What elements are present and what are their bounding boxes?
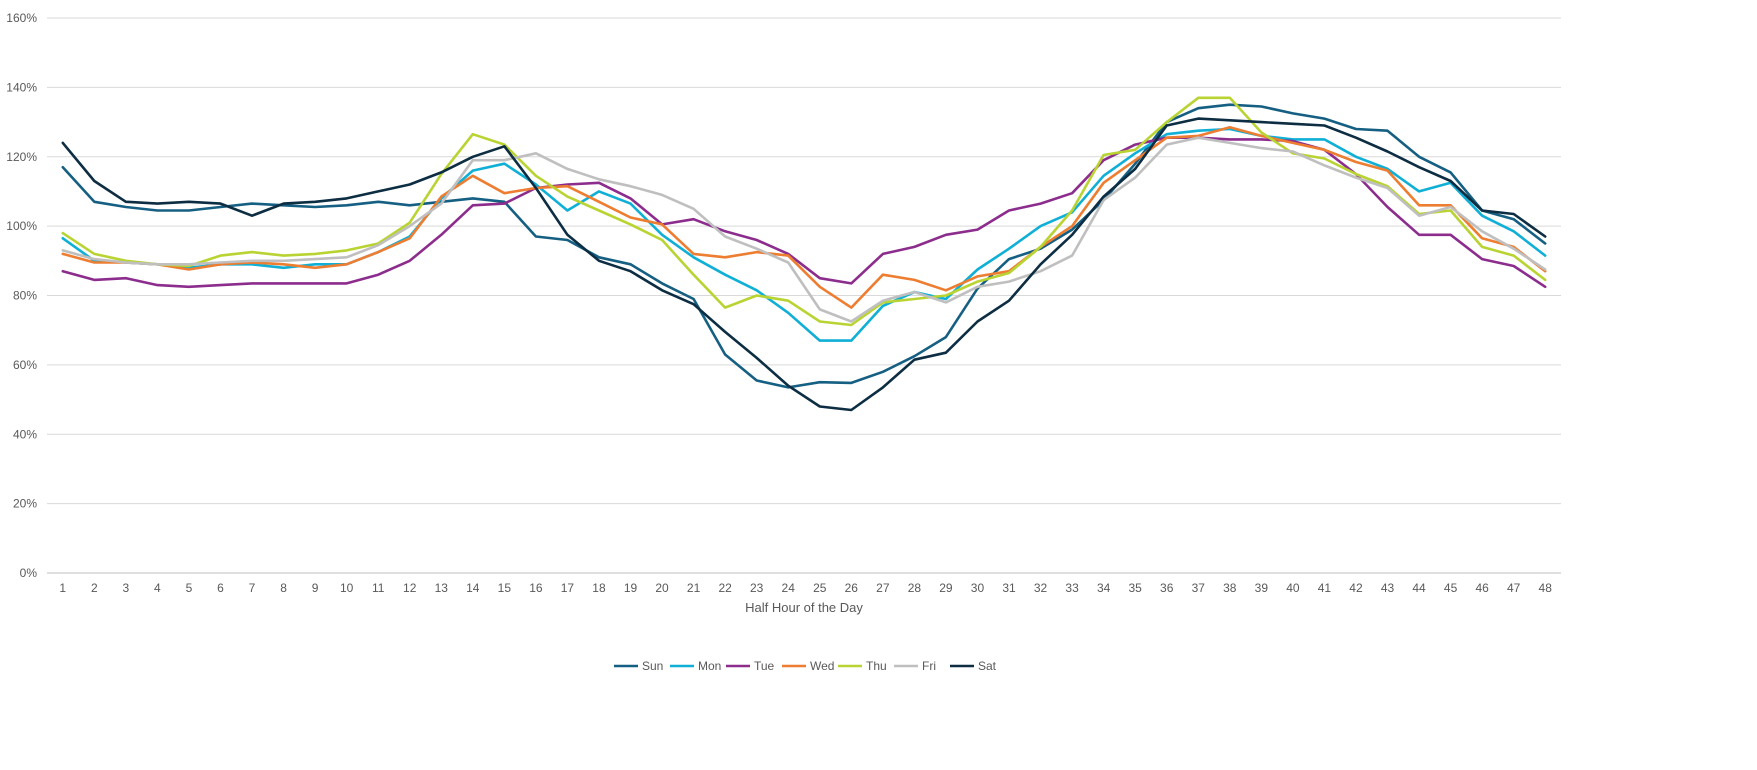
x-tick-label: 7 — [249, 581, 256, 595]
legend-label: Sun — [642, 659, 663, 673]
y-tick-label: 0% — [20, 566, 38, 580]
x-tick-label: 17 — [561, 581, 575, 595]
legend-item-mon: Mon — [670, 659, 721, 673]
legend-item-fri: Fri — [894, 659, 936, 673]
x-tick-label: 46 — [1475, 581, 1489, 595]
x-tick-label: 43 — [1381, 581, 1395, 595]
y-tick-label: 100% — [6, 219, 37, 233]
x-tick-label: 47 — [1507, 581, 1521, 595]
x-tick-label: 3 — [123, 581, 130, 595]
series-line-thu — [61, 96, 1547, 327]
x-tick-label: 41 — [1318, 581, 1332, 595]
x-tick-label: 42 — [1349, 581, 1363, 595]
series-line-sat — [61, 117, 1547, 412]
x-tick-label: 20 — [655, 581, 669, 595]
y-tick-label: 120% — [6, 150, 37, 164]
legend-item-wed: Wed — [782, 659, 834, 673]
y-tick-label: 140% — [6, 80, 37, 94]
x-tick-label: 32 — [1034, 581, 1048, 595]
x-tick-label: 15 — [498, 581, 512, 595]
x-tick-label: 44 — [1412, 581, 1426, 595]
y-tick-label: 160% — [6, 11, 37, 25]
x-tick-label: 37 — [1192, 581, 1206, 595]
x-tick-label: 11 — [372, 581, 385, 595]
x-tick-label: 26 — [845, 581, 859, 595]
x-tick-label: 18 — [592, 581, 606, 595]
series-line-tue — [61, 136, 1547, 289]
y-tick-label: 80% — [13, 289, 37, 303]
x-tick-label: 9 — [312, 581, 319, 595]
x-axis-title: Half Hour of the Day — [745, 600, 863, 615]
x-tick-label: 33 — [1065, 581, 1079, 595]
x-tick-label: 25 — [813, 581, 827, 595]
y-axis-ticks: 0% 20% 40% 60% 80% 100% 120% 140% 160% — [6, 11, 37, 580]
x-tick-label: 6 — [217, 581, 224, 595]
x-tick-label: 14 — [466, 581, 480, 595]
legend-label: Thu — [866, 659, 887, 673]
series-line-wed — [61, 126, 1547, 309]
gridlines — [47, 17, 1561, 574]
x-tick-label: 35 — [1129, 581, 1143, 595]
x-tick-label: 27 — [876, 581, 890, 595]
legend-label: Wed — [810, 659, 834, 673]
y-tick-label: 60% — [13, 358, 37, 372]
x-tick-label: 45 — [1444, 581, 1458, 595]
legend-item-tue: Tue — [726, 659, 775, 673]
series-line-sun — [61, 103, 1547, 389]
x-tick-label: 30 — [971, 581, 985, 595]
legend-label: Mon — [698, 659, 721, 673]
series-line-fri — [61, 136, 1547, 323]
x-tick-label: 29 — [939, 581, 953, 595]
x-tick-label: 24 — [782, 581, 796, 595]
x-tick-label: 2 — [91, 581, 98, 595]
y-tick-label: 20% — [13, 497, 37, 511]
x-tick-label: 1 — [59, 581, 66, 595]
series-line-mon — [61, 127, 1547, 342]
legend-item-sun: Sun — [614, 659, 663, 673]
x-tick-label: 8 — [280, 581, 287, 595]
x-tick-label: 22 — [718, 581, 732, 595]
x-tick-label: 39 — [1255, 581, 1269, 595]
x-tick-label: 4 — [154, 581, 161, 595]
x-tick-label: 34 — [1097, 581, 1111, 595]
y-tick-label: 40% — [13, 427, 37, 441]
x-tick-label: 13 — [435, 581, 449, 595]
x-tick-label: 28 — [908, 581, 922, 595]
legend-label: Fri — [922, 659, 936, 673]
x-tick-label: 38 — [1223, 581, 1237, 595]
x-tick-label: 23 — [750, 581, 764, 595]
legend-item-thu: Thu — [838, 659, 887, 673]
series-lines — [61, 96, 1547, 412]
x-tick-label: 36 — [1160, 581, 1174, 595]
x-tick-label: 31 — [1002, 581, 1016, 595]
x-tick-label: 40 — [1286, 581, 1300, 595]
x-tick-label: 10 — [340, 581, 354, 595]
legend: Sun Mon Tue Wed Thu Fri Sat — [614, 659, 997, 673]
legend-item-sat: Sat — [950, 659, 997, 673]
legend-label: Sat — [978, 659, 997, 673]
x-tick-label: 12 — [403, 581, 417, 595]
x-tick-label: 5 — [186, 581, 193, 595]
x-tick-label: 48 — [1539, 581, 1553, 595]
x-tick-label: 19 — [624, 581, 638, 595]
x-axis-ticks: 1 2 3 4 5 6 7 8 9 10 11 12 13 14 15 16 17 18 19 20 21 22 23 24 2… — [59, 581, 1552, 595]
x-tick-label: 16 — [529, 581, 543, 595]
legend-label: Tue — [754, 659, 775, 673]
x-tick-label: 21 — [687, 581, 701, 595]
